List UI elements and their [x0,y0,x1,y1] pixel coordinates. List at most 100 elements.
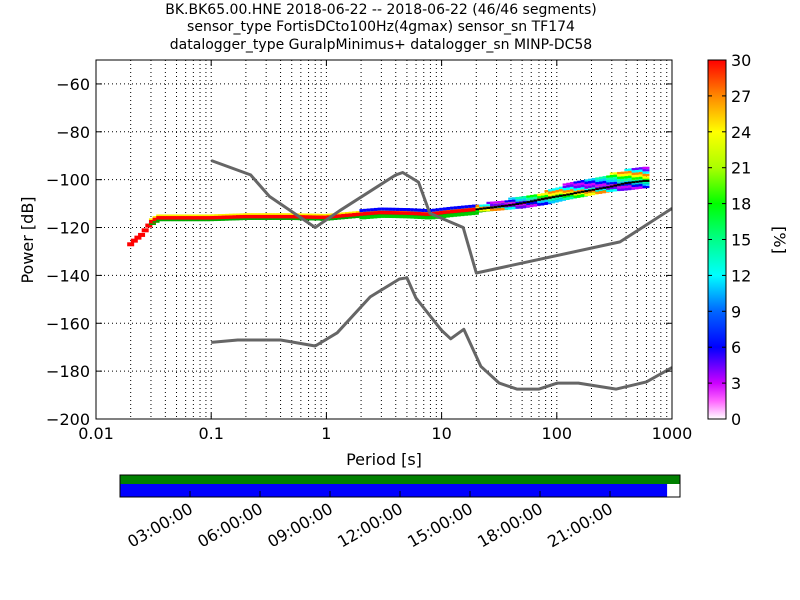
histogram-cell [566,192,574,195]
histogram-cell [457,213,465,217]
histogram-cell [486,204,494,207]
histogram-cell [562,185,570,189]
histogram-cell [308,213,316,216]
histogram-cell [207,214,215,217]
histogram-cell [366,215,374,219]
histogram-cell [406,211,414,216]
histogram-cell [631,182,639,185]
histogram-cell [301,215,309,220]
histogram-cell [370,215,378,219]
histogram-cell [373,215,381,219]
histogram-cell [185,214,193,217]
plot-frame [95,59,673,420]
histogram-cell [588,178,596,181]
histogram-cell [638,167,646,170]
histogram-cell [559,198,567,201]
histogram-cell [606,188,614,191]
histogram-cell [312,215,320,220]
timeline-tick-label: 12:00:00 [334,499,406,551]
histogram-cell [326,213,334,216]
histogram-cell [642,169,650,172]
histogram-cell [243,214,251,219]
histogram-cell [635,170,643,173]
histogram-cell [638,183,646,187]
histogram-cell [584,192,592,195]
histogram-cell [544,192,552,195]
histogram-cell [580,182,588,185]
histogram-cell [613,184,621,187]
histogram-cell [399,208,407,212]
histogram-cell [421,208,429,212]
histogram-cell [254,214,262,219]
histogram-cell [569,182,577,185]
histogram-cell [577,187,585,191]
histogram-cell [388,207,396,211]
histogram-cell [479,209,487,212]
histogram-cell [613,186,621,189]
x-axis: 0.01 0.1 1 10 100 1000 [78,60,692,443]
histogram-cell [577,183,585,186]
histogram-cell [609,185,617,188]
histogram-cell [497,205,505,208]
timeline-availability: 03:00:0006:00:0009:00:0012:00:0015:00:00… [119,474,681,551]
histogram-cell [337,214,345,219]
histogram-cell [210,214,218,216]
histogram-cell [490,201,498,204]
histogram-cell [609,172,617,175]
colorbar-tick-label: 15 [731,231,751,250]
histogram-cell [482,207,490,210]
histogram-cell [519,198,527,202]
histogram-cell [257,218,265,220]
histogram-cell [402,215,410,219]
histogram-cell [544,194,552,198]
histogram-cell [602,190,610,193]
histogram-cell [508,204,516,207]
histogram-cell [286,214,294,219]
histogram-cell [635,167,643,170]
histogram-cell [308,215,316,220]
histogram-cell [352,216,360,219]
histogram-cell [196,215,204,220]
histogram-cell [442,214,450,218]
histogram-cell [577,180,585,183]
histogram-cell [134,235,142,240]
histogram-cell [334,214,342,219]
histogram-cell [214,219,222,221]
histogram-cell [580,189,588,192]
histogram-cell [559,186,567,189]
histogram-cell [562,195,570,198]
histogram-cell [421,212,429,217]
histogram-cell [508,201,516,204]
histogram-cell [225,215,233,220]
histogram-cell [294,218,302,221]
histogram-cell [613,172,621,175]
histogram-cell [620,182,628,185]
histogram-cell [344,217,352,219]
histogram-cell [275,213,283,215]
histogram-cell [177,214,185,217]
histogram-cell [152,216,160,218]
histogram-cell [595,184,603,187]
histogram-cell [635,184,643,187]
colorbar-tick-label: 18 [731,195,751,214]
histogram-cell [381,207,389,211]
histogram-cell [511,197,519,200]
histogram-cell [638,169,646,172]
histogram-cell [493,208,501,211]
noise-models [210,159,672,391]
histogram-cell [529,204,537,207]
histogram-cell [257,213,265,215]
histogram-cell [148,218,156,220]
histogram-cell [497,203,505,206]
histogram-cell [232,215,240,220]
histogram-cell [170,215,178,220]
histogram-cell [243,218,251,220]
histogram-cell [577,195,585,198]
histogram-cell [627,168,635,171]
histogram-cell [428,209,436,213]
histogram-cell [591,187,599,190]
histogram-cell [453,206,461,210]
y-tick-label: −140 [46,266,90,285]
histogram-cell [138,232,146,237]
histogram-cell [214,214,222,216]
